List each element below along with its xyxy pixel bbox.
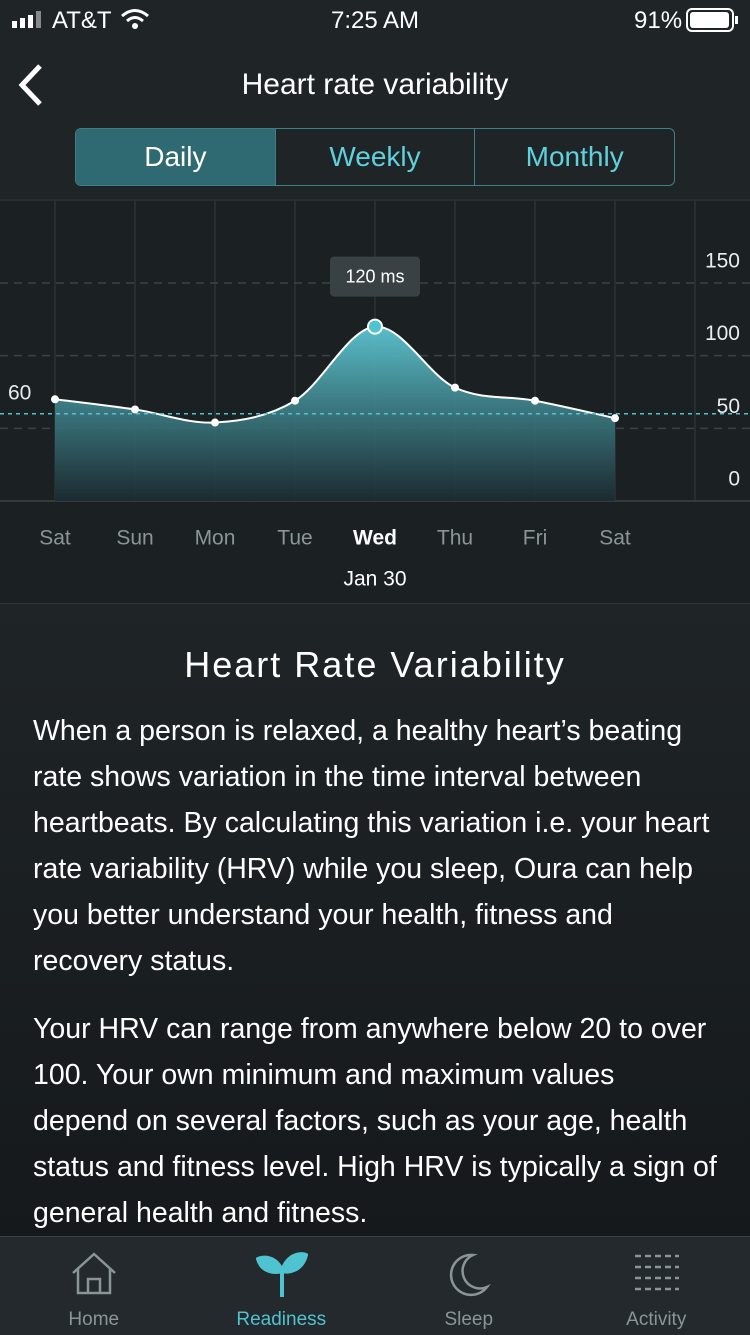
point bbox=[531, 397, 539, 405]
home-icon bbox=[70, 1251, 118, 1295]
tab-activity[interactable]: Activity bbox=[563, 1237, 750, 1335]
point bbox=[291, 397, 299, 405]
activity-icon bbox=[633, 1253, 681, 1293]
average-label: 60 bbox=[8, 381, 31, 404]
point bbox=[368, 320, 382, 334]
y-tick-label: 100 bbox=[705, 322, 740, 345]
tab-label: Sleep bbox=[375, 1309, 563, 1331]
paragraph: When a person is relaxed, a healthy hear… bbox=[33, 708, 717, 984]
x-tick-label: Sat bbox=[39, 527, 71, 550]
point bbox=[51, 395, 59, 403]
x-tick-label: Fri bbox=[523, 527, 548, 550]
tab-sleep[interactable]: Sleep bbox=[375, 1237, 563, 1335]
x-tick-label: Mon bbox=[195, 527, 236, 550]
tab-label: Activity bbox=[563, 1309, 750, 1331]
selected-date: Jan 30 bbox=[343, 568, 406, 591]
y-tick-label: 150 bbox=[705, 250, 740, 273]
sleep-icon bbox=[445, 1251, 493, 1297]
tab-label: Readiness bbox=[188, 1309, 376, 1331]
x-tick-label: Wed bbox=[353, 527, 397, 550]
point bbox=[131, 405, 139, 413]
section-title: Heart Rate Variability bbox=[0, 644, 750, 686]
paragraph: Your HRV can range from anywhere below 2… bbox=[33, 1006, 717, 1236]
x-tick-label: Thu bbox=[437, 527, 473, 550]
x-tick-label: Sun bbox=[116, 527, 153, 550]
readiness-icon bbox=[256, 1247, 308, 1299]
point bbox=[211, 419, 219, 427]
point bbox=[451, 384, 459, 392]
x-tick-label: Tue bbox=[277, 527, 312, 550]
tab-bar: Home Readiness Sleep Activity bbox=[0, 1236, 750, 1335]
value-label: 120 ms bbox=[345, 266, 404, 286]
y-tick-label: 0 bbox=[728, 468, 740, 491]
x-tick-label: Sat bbox=[599, 527, 631, 550]
point bbox=[611, 414, 619, 422]
tab-label: Home bbox=[0, 1309, 188, 1331]
tab-readiness[interactable]: Readiness bbox=[188, 1237, 376, 1335]
tab-home[interactable]: Home bbox=[0, 1237, 188, 1335]
info-section: Heart Rate Variability When a person is … bbox=[0, 603, 750, 1237]
